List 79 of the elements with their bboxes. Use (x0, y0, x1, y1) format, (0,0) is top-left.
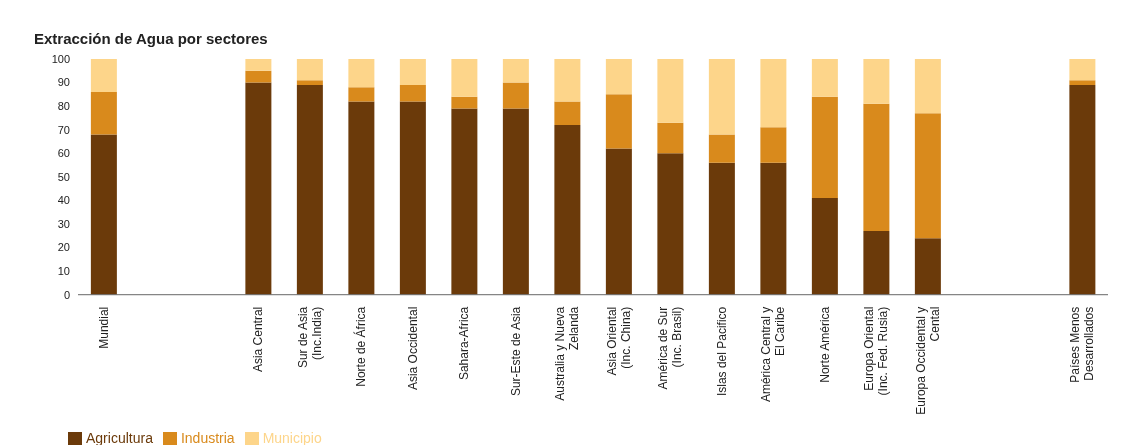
x-tick-label: Norte de África (353, 306, 369, 387)
bar (399, 101, 426, 295)
x-tick-label: Islas del Pacifico (714, 306, 729, 397)
bar (914, 113, 941, 239)
bar (811, 96, 838, 199)
bar (1069, 80, 1096, 85)
bar (1069, 59, 1096, 81)
bar (399, 59, 426, 85)
bar (863, 103, 890, 232)
bar (502, 108, 529, 295)
y-tick-label: 10 (57, 265, 70, 278)
bar (348, 59, 375, 88)
bar (760, 127, 787, 163)
x-tick-label: Australia y Nueva Zelanda (553, 306, 582, 401)
y-tick-label: 0 (63, 288, 70, 301)
y-tick-label: 20 (57, 241, 70, 254)
bar (451, 96, 478, 109)
bar (348, 87, 375, 102)
bar (451, 108, 478, 295)
bar (863, 231, 890, 295)
x-tick-label: Asia Oriental (Inc. China) (604, 306, 633, 376)
y-tick-label: 60 (57, 147, 70, 160)
y-tick-label: 30 (57, 217, 70, 230)
bar (708, 134, 735, 163)
bar (502, 82, 529, 109)
x-tick-label: Europa Occidental y Cental (913, 306, 942, 415)
bar (914, 59, 941, 114)
x-tick-label: América de Sur (Inc. Brasil) (656, 306, 685, 390)
legend-label: Municipio (262, 429, 322, 445)
bar (245, 70, 272, 83)
bar (708, 162, 735, 295)
bar (1069, 84, 1096, 295)
bar (657, 153, 684, 295)
bar (451, 59, 478, 97)
y-tick-label: 80 (57, 100, 70, 113)
bar (245, 59, 272, 71)
y-tick-label: 40 (57, 194, 70, 207)
bar (399, 84, 426, 102)
bar (90, 92, 117, 135)
x-tick-label: Mundial (96, 306, 111, 349)
bar (296, 59, 323, 81)
legend-label: Agricultura (86, 429, 153, 445)
chart-title: Extracción de Agua por sectores (33, 29, 269, 49)
bar (811, 198, 838, 295)
x-tick-label: Sahara-Africa (457, 306, 472, 381)
bar (760, 162, 787, 295)
bar (863, 59, 890, 104)
bar (605, 94, 632, 149)
y-tick-label: 100 (51, 52, 70, 65)
x-tick-label: América Central y El Caribe (759, 306, 788, 403)
x-tick-label: Europa Oriental (Inc. Fed. Rusia) (862, 306, 891, 396)
y-tick-label: 50 (57, 170, 70, 183)
bar (657, 122, 684, 154)
legend-label: Industria (180, 429, 235, 445)
bar (811, 59, 838, 97)
bar (245, 82, 272, 295)
x-tick-label: Norte América (817, 306, 832, 383)
x-tick-label: Sur-Este de Asia (508, 306, 523, 397)
x-tick-label: Países Menos Desarrollados (1068, 306, 1097, 383)
bar (914, 238, 941, 295)
bar (296, 80, 323, 85)
bar (605, 59, 632, 95)
bar (90, 134, 117, 295)
y-tick-label: 70 (57, 123, 70, 136)
x-tick-label: Asia Occidental (405, 306, 420, 391)
bar (348, 101, 375, 295)
bar (657, 59, 684, 123)
bar (708, 59, 735, 135)
bar (760, 59, 787, 128)
bar (296, 84, 323, 295)
bar (554, 101, 581, 125)
y-tick-label: 90 (57, 76, 70, 89)
bar (554, 125, 581, 295)
bar (554, 59, 581, 102)
bar (605, 148, 632, 295)
x-tick-label: Sur de Asia (Inc.India) (295, 306, 324, 369)
x-tick-label: Asia Central (251, 306, 266, 373)
bar (502, 59, 529, 83)
bar (90, 59, 117, 92)
